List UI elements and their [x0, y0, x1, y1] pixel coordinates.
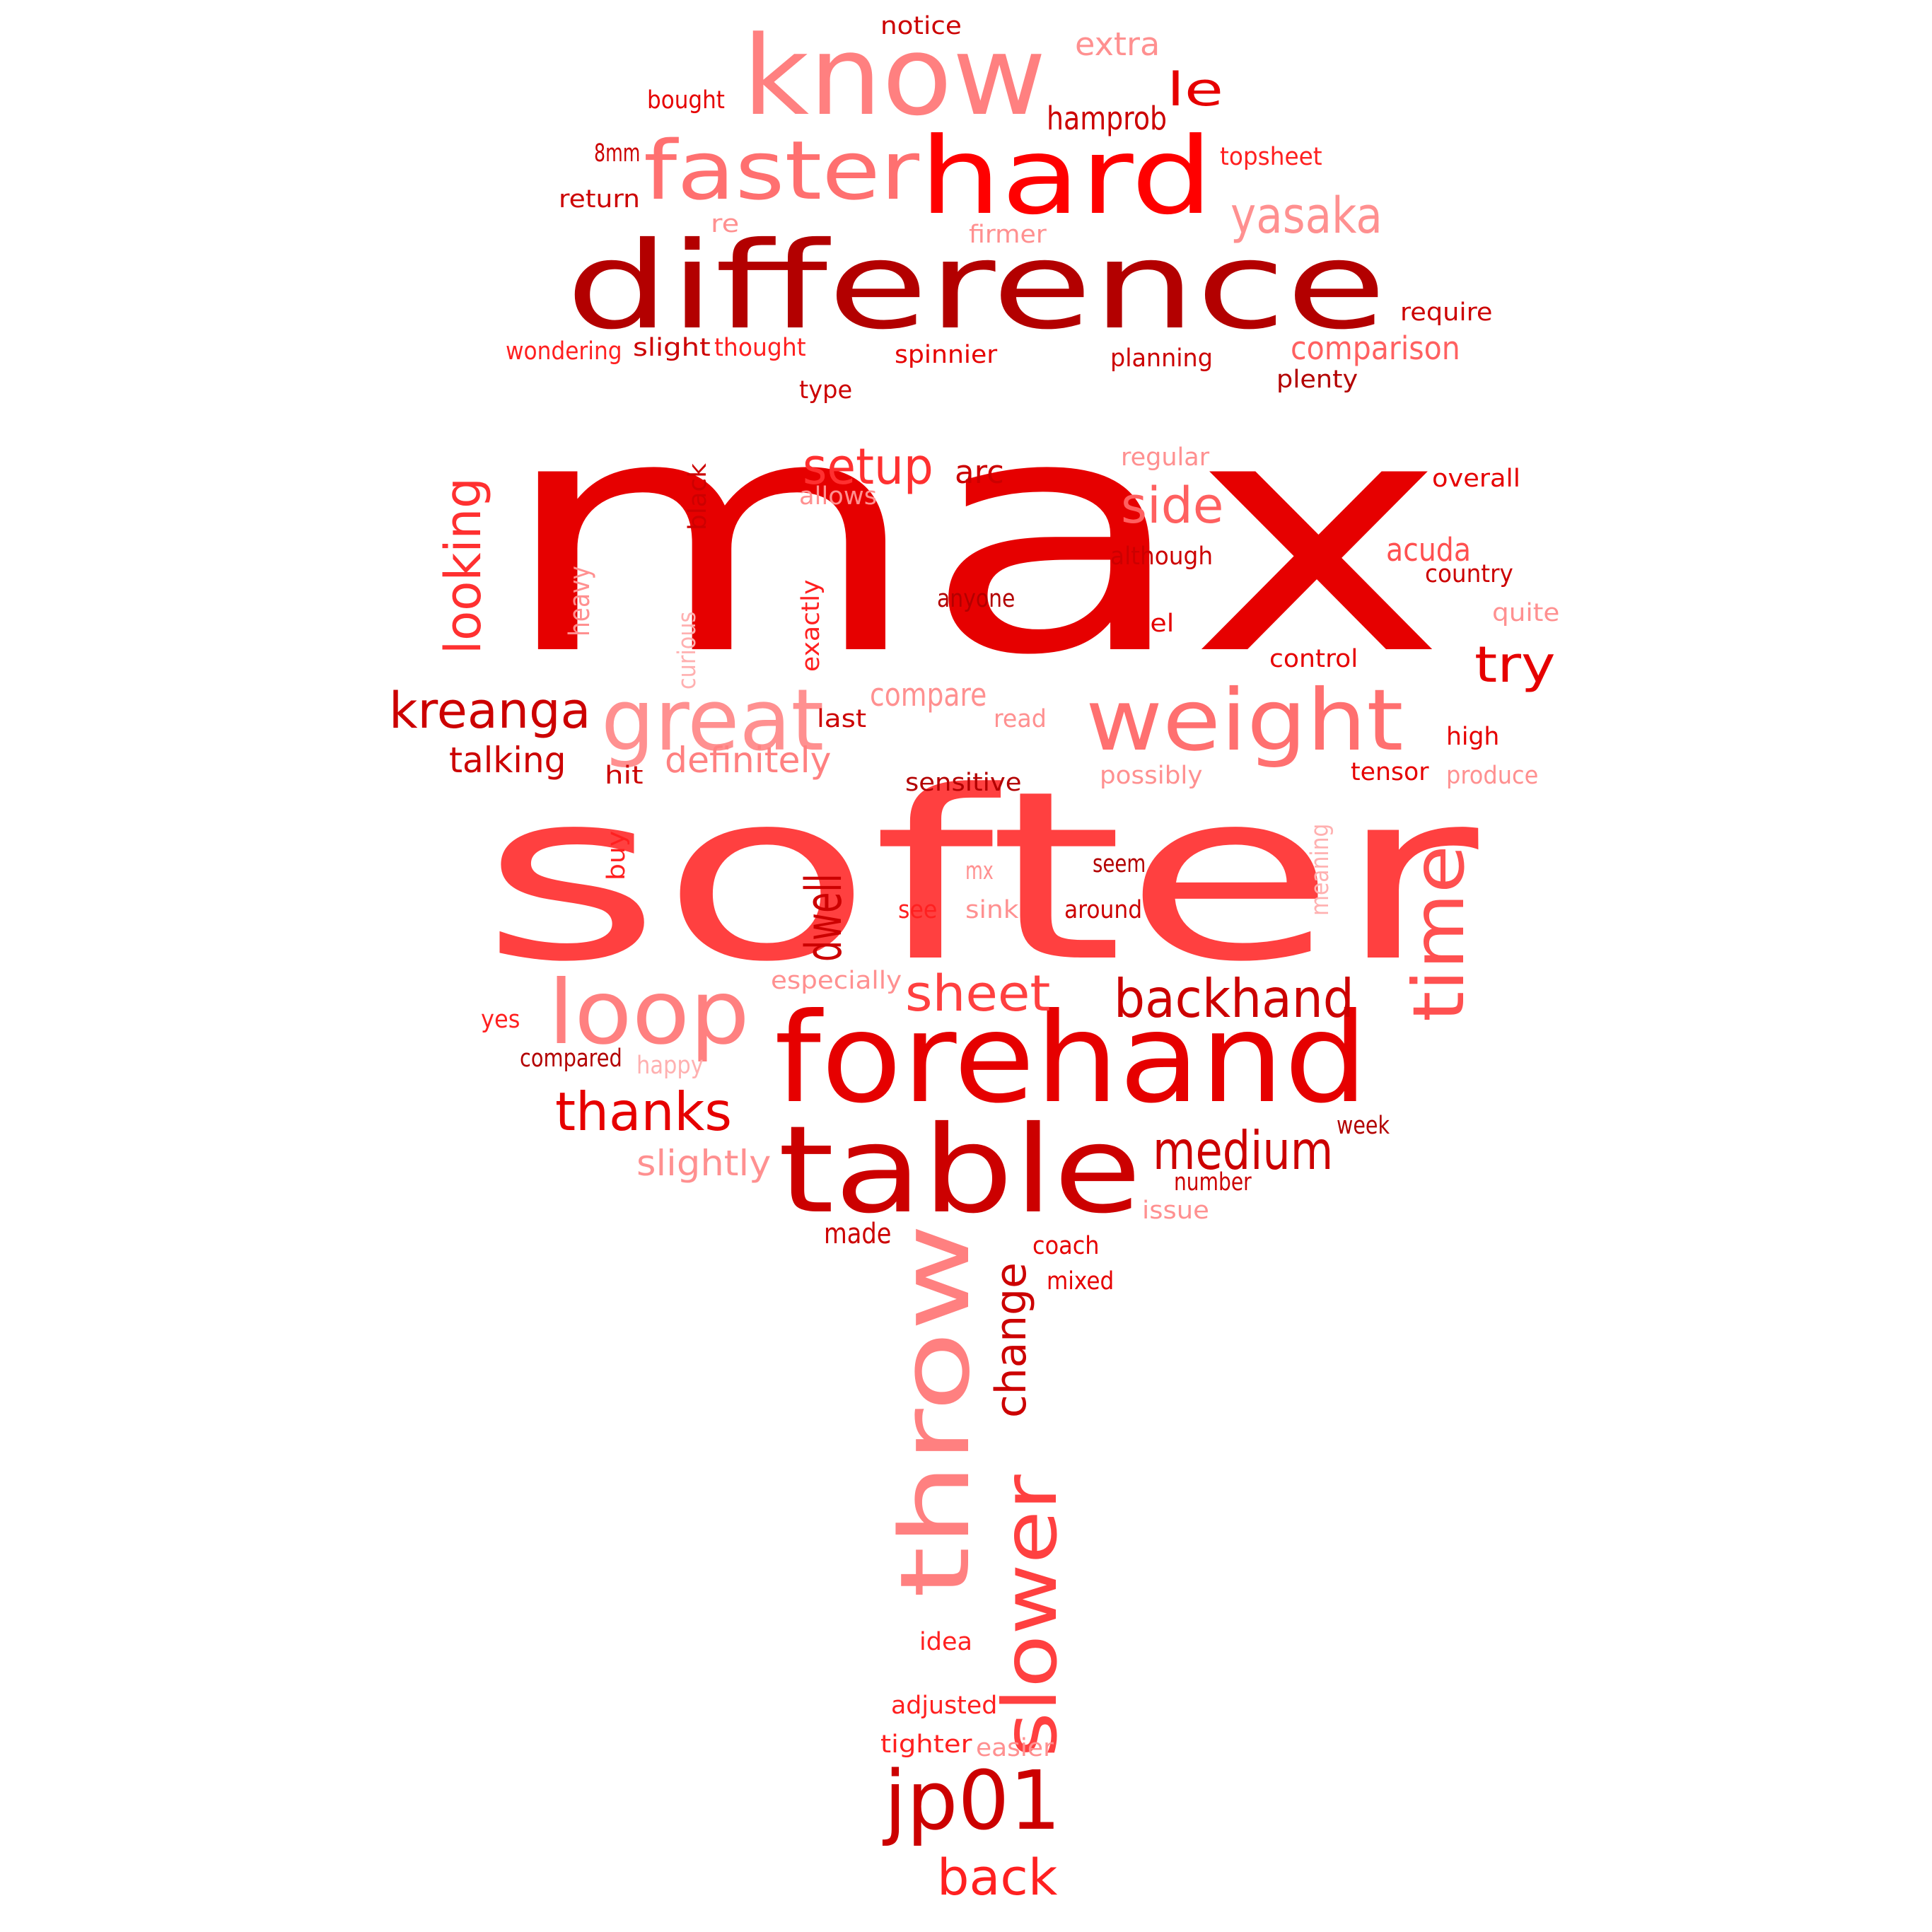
word-difference: difference: [566, 216, 1387, 356]
word-anyone: anyone: [937, 585, 1016, 613]
word-tensor: tensor: [1351, 758, 1429, 786]
word-tighter: tighter: [880, 1730, 972, 1759]
word-weight: weight: [1086, 672, 1404, 770]
word-8mm: 8mm: [594, 139, 641, 168]
word-dwell: dwell: [795, 873, 853, 962]
word-spinnier: spinnier: [895, 341, 998, 369]
word-control: control: [1269, 645, 1358, 673]
word-curious: curious: [673, 611, 702, 689]
word-sink: sink: [965, 896, 1019, 924]
word-thought: thought: [714, 334, 806, 362]
word-especially: especially: [771, 967, 902, 995]
word-loop: loop: [548, 962, 750, 1064]
word-firmer: firmer: [969, 221, 1047, 249]
word-jp01: jp01: [884, 1754, 1061, 1849]
word-around: around: [1064, 896, 1143, 924]
word-level: level: [1110, 610, 1175, 638]
word-looking: looking: [434, 477, 492, 654]
word-heavy: heavy: [564, 566, 596, 636]
word-although: although: [1110, 542, 1214, 571]
word-compared: compared: [520, 1044, 622, 1073]
word-softer: softer: [481, 741, 1479, 1013]
word-side: side: [1121, 477, 1224, 535]
word-hamprob: hamprob: [1047, 100, 1168, 137]
word-overall: overall: [1432, 465, 1520, 493]
word-exactly: exactly: [797, 579, 825, 672]
word-thanks: thanks: [555, 1081, 732, 1143]
word-week: week: [1337, 1112, 1390, 1140]
word-slightly: slightly: [636, 1143, 772, 1184]
word-country: country: [1425, 560, 1513, 588]
word-talking: talking: [449, 740, 566, 781]
word-planning: planning: [1110, 344, 1213, 373]
word-high: high: [1446, 723, 1500, 751]
word-great: great: [601, 672, 825, 770]
word-seem: seem: [1093, 850, 1146, 878]
word-adjusted: adjusted: [891, 1692, 998, 1720]
word-kreanga: kreanga: [389, 682, 591, 740]
word-return: return: [559, 185, 641, 214]
word-buy: buy: [603, 830, 631, 880]
word-max: max: [499, 348, 1447, 726]
word-back: back: [937, 1849, 1058, 1907]
word-sensitive: sensitive: [905, 769, 1022, 797]
word-comparison: comparison: [1291, 330, 1460, 367]
word-arc: arc: [955, 453, 1004, 491]
word-throw: throw: [880, 1223, 991, 1598]
word-meaning: meaning: [1306, 823, 1334, 916]
word-regular: regular: [1121, 443, 1210, 472]
word-last: last: [817, 705, 867, 733]
word-see: see: [898, 896, 938, 924]
word-extra: extra: [1075, 25, 1160, 63]
word-yes: yes: [481, 1006, 520, 1034]
word-medium: medium: [1153, 1119, 1334, 1182]
word-coach: coach: [1032, 1232, 1100, 1260]
word-forehand: forehand: [774, 987, 1368, 1131]
word-read: read: [994, 705, 1047, 733]
word-time: time: [1397, 845, 1480, 1022]
word-bought: bought: [647, 86, 725, 115]
word-idea: idea: [919, 1628, 972, 1656]
word-setup: setup: [803, 438, 933, 496]
word-require: require: [1400, 298, 1493, 327]
word-try: try: [1474, 636, 1556, 694]
word-type: type: [799, 376, 853, 405]
word-wondering: wondering: [506, 337, 622, 366]
word-happy: happy: [636, 1052, 704, 1080]
word-le: le: [1167, 64, 1224, 117]
word-compare: compare: [870, 676, 987, 714]
word-issue: issue: [1142, 1197, 1209, 1225]
word-re: re: [711, 210, 740, 238]
word-table: table: [778, 1100, 1142, 1240]
word-acuda: acuda: [1386, 531, 1471, 569]
word-possibly: possibly: [1100, 762, 1203, 790]
word-easier: easier: [976, 1734, 1054, 1762]
word-change: change: [987, 1262, 1036, 1418]
word-plenty: plenty: [1276, 366, 1358, 394]
word-allows: allows: [799, 482, 878, 511]
word-know: know: [743, 12, 1047, 140]
word-produce: produce: [1446, 762, 1539, 790]
word-quite: quite: [1492, 599, 1560, 627]
word-faster: faster: [644, 124, 919, 219]
word-mixed: mixed: [1047, 1267, 1115, 1296]
word-topsheet: topsheet: [1220, 143, 1322, 171]
word-mx: mx: [965, 857, 994, 885]
word-yasaka: yasaka: [1230, 187, 1383, 245]
word-backhand: backhand: [1114, 967, 1354, 1030]
word-hit: hit: [605, 762, 644, 790]
word-hard: hard: [919, 115, 1214, 238]
word-slight: slight: [633, 334, 711, 362]
word-notice: notice: [880, 12, 962, 40]
word-made: made: [824, 1218, 892, 1250]
word-sheet: sheet: [905, 965, 1051, 1023]
word-slower: slower: [987, 1474, 1073, 1757]
word-black: black: [684, 463, 712, 530]
word-definitely: definitely: [665, 740, 832, 781]
word-number: number: [1174, 1168, 1252, 1197]
